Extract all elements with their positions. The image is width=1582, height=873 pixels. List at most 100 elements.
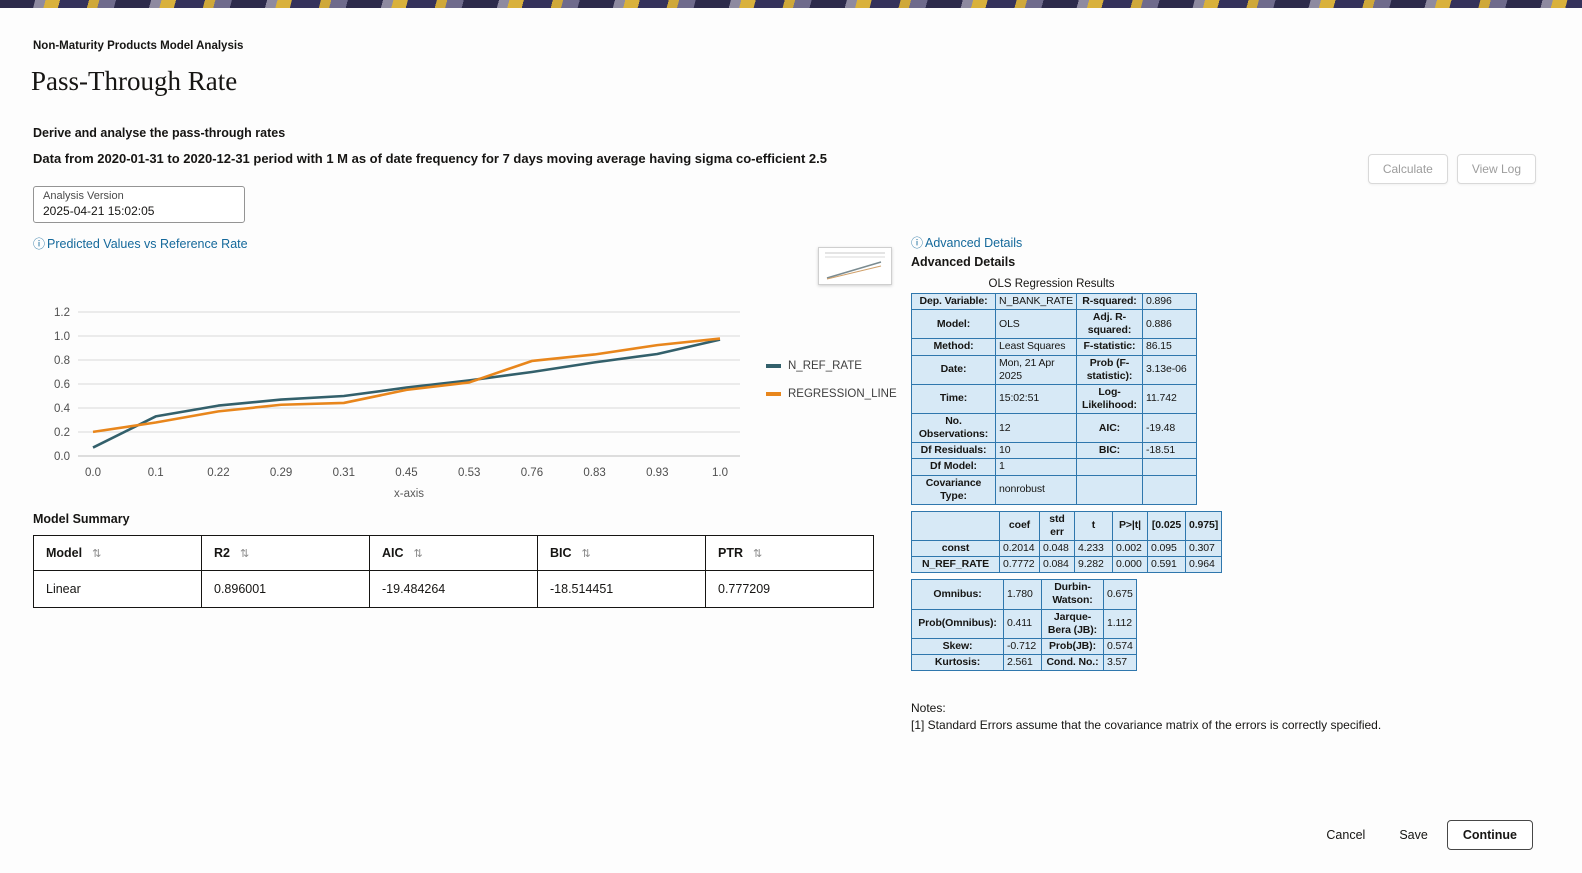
ols-row: Method: Least Squares F-statistic: 86.15 (911, 338, 1197, 356)
notes-text: [1] Standard Errors assume that the cova… (911, 718, 1382, 732)
coefficients-value-cell: 0.084 (1039, 556, 1075, 574)
ols-label-cell (1075, 474, 1143, 505)
diagnostics-value-cell: 1.780 (1003, 579, 1042, 610)
coefficients-header-cell: 0.975] (1184, 510, 1223, 542)
ols-label-cell: Adj. R-squared: (1075, 309, 1143, 340)
ols-label-cell: R-squared: (1075, 292, 1143, 311)
ols-label-cell: Df Residuals: (911, 442, 996, 460)
advanced-details-link[interactable]: ⓘ Advanced Details (911, 236, 1531, 250)
ols-value-cell: -18.51 (1141, 442, 1197, 460)
ols-value-cell: 11.742 (1141, 383, 1197, 415)
legend-label: N_REF_RATE (788, 360, 862, 372)
data-period-description: Data from 2020-01-31 to 2020-12-31 perio… (33, 151, 827, 166)
chart-drag-preview (818, 247, 892, 285)
column-header-label: AIC (382, 546, 404, 560)
view-log-button[interactable]: View Log (1456, 154, 1536, 184)
ols-value-cell: OLS (995, 309, 1077, 340)
predicted-values-link[interactable]: ⓘ Predicted Values vs Reference Rate (33, 237, 248, 251)
ols-label-cell: Log-Likelihood: (1075, 383, 1143, 415)
model-summary-table: Model ⇅ R2 ⇅ AIC ⇅ BIC ⇅ PTR ⇅ Linear 0.896001 -19.… (33, 535, 874, 608)
series-line-N_REF_RATE (92, 338, 721, 449)
line-chart: 0.0 0.2 0.4 0.6 0.8 1.0 1.2 0.0 0.1 0.22 0.29 0.31 0… (40, 292, 897, 502)
diagnostics-value-cell: -0.712 (1003, 637, 1042, 655)
diagnostics-value-cell: 0.574 (1103, 637, 1137, 655)
series-line-REGRESSION_LINE (92, 337, 721, 434)
ols-label-cell: Model: (911, 309, 996, 340)
y-axis-tick-label: 0.0 (54, 451, 70, 463)
x-axis-tick-label: 0.0 (85, 467, 101, 479)
top-action-bar: Calculate View Log (1367, 154, 1536, 184)
page-subtitle: Derive and analyse the pass-through rate… (33, 126, 286, 140)
y-axis-tick-label: 1.2 (54, 307, 70, 319)
ols-results-table: Dep. Variable: N_BANK_RATE R-squared: 0.896… (911, 292, 1197, 505)
model-summary-cell: -19.484264 (369, 570, 538, 608)
coefficients-table: coef std err t P>|t| [0.025 0.975] const 0.2014… (911, 510, 1223, 574)
legend-swatch (766, 392, 781, 396)
x-axis-tick-label: 0.93 (646, 467, 668, 479)
sort-icon[interactable]: ⇅ (581, 548, 591, 560)
ols-value-cell: 0.886 (1141, 309, 1197, 340)
model-summary-title: Model Summary (33, 512, 130, 526)
save-button[interactable]: Save (1399, 828, 1428, 842)
x-axis-title: x-axis (394, 488, 424, 500)
legend-swatch (766, 364, 781, 368)
y-axis-tick-label: 0.6 (54, 379, 70, 391)
ols-value-cell: 0.896 (1141, 292, 1197, 311)
model-summary-row: Linear 0.896001 -19.484264 -18.514451 0.7772… (33, 570, 874, 608)
model-summary-column-header[interactable]: BIC ⇅ (537, 535, 706, 571)
ols-value-cell: 10 (995, 442, 1077, 460)
sort-icon[interactable]: ⇅ (92, 548, 102, 560)
y-axis-tick-label: 1.0 (54, 331, 70, 343)
diagnostics-value-cell: 0.675 (1103, 579, 1137, 610)
ols-value-cell: 15:02:51 (995, 383, 1077, 415)
model-summary-column-header[interactable]: AIC ⇅ (369, 535, 538, 571)
analysis-version-value: 2025-04-21 15:02:05 (43, 203, 155, 218)
coefficients-value-cell: 0.095 (1147, 539, 1186, 558)
ols-value-cell: 1 (995, 458, 1077, 476)
coefficients-row: const 0.2014 0.048 4.233 0.002 0.095 0.307 (911, 539, 1223, 558)
coefficients-header-cell (911, 510, 1000, 542)
diagnostics-label-cell: Prob(JB): (1041, 637, 1104, 655)
model-summary-column-header[interactable]: R2 ⇅ (201, 535, 370, 571)
coefficients-header-cell: P>|t| (1112, 510, 1148, 542)
breadcrumb: Non-Maturity Products Model Analysis (33, 40, 244, 52)
ols-row: Date: Mon, 21 Apr 2025 Prob (F-statistic):… (911, 354, 1197, 385)
x-axis-tick-label: 0.1 (148, 467, 164, 479)
continue-button[interactable]: Continue (1446, 820, 1533, 850)
ols-row: No. Observations: 12 AIC: -19.48 (911, 412, 1197, 444)
footer-action-bar: Cancel Save Continue (1326, 820, 1533, 850)
coefficients-value-cell: 9.282 (1074, 556, 1113, 574)
model-summary-header-row: Model ⇅ R2 ⇅ AIC ⇅ BIC ⇅ PTR ⇅ (33, 535, 874, 571)
model-summary-column-header[interactable]: Model ⇅ (33, 535, 202, 571)
sort-icon[interactable]: ⇅ (753, 548, 763, 560)
x-axis-tick-label: 0.22 (207, 467, 229, 479)
model-summary-column-header[interactable]: PTR ⇅ (705, 535, 874, 571)
column-header-label: BIC (550, 546, 572, 560)
ols-results-title: OLS Regression Results (988, 278, 1115, 290)
sort-icon[interactable]: ⇅ (239, 548, 250, 560)
coefficients-value-cell: 0.002 (1112, 539, 1148, 558)
page-title: Pass-Through Rate (31, 66, 238, 96)
coefficients-value-cell: 0.307 (1184, 539, 1223, 558)
sort-icon[interactable]: ⇅ (413, 548, 423, 560)
info-icon: ⓘ (911, 236, 924, 250)
ols-row: Dep. Variable: N_BANK_RATE R-squared: 0.896 (911, 292, 1197, 311)
ols-value-cell: -19.48 (1141, 412, 1197, 444)
diagnostics-row: Skew: -0.712 Prob(JB): 0.574 (911, 637, 1137, 655)
diagnostics-value-cell: 3.57 (1103, 653, 1137, 672)
x-axis-tick-label: 0.76 (521, 467, 543, 479)
coefficients-value-cell: 0.2014 (999, 539, 1040, 558)
y-axis-tick-label: 0.2 (54, 427, 70, 439)
notes-title: Notes: (911, 701, 946, 715)
advanced-details-panel: ⓘ Advanced Details Advanced Details OLS … (911, 236, 1531, 732)
diagnostics-value-cell: 2.561 (1003, 653, 1042, 672)
cancel-button[interactable]: Cancel (1326, 828, 1366, 842)
diagnostics-label-cell: Omnibus: (911, 579, 1004, 610)
legend-label: REGRESSION_LINE (788, 388, 897, 400)
analysis-version-select[interactable]: Analysis Version 2025-04-21 15:02:05 (33, 186, 245, 223)
calculate-button[interactable]: Calculate (1367, 154, 1448, 184)
legend-item: REGRESSION_LINE (766, 388, 897, 400)
coefficients-header-cell: std err (1039, 510, 1075, 542)
diagnostics-row: Prob(Omnibus): 0.411 Jarque-Bera (JB): 1.11… (911, 608, 1137, 639)
ols-label-cell: No. Observations: (911, 412, 996, 444)
